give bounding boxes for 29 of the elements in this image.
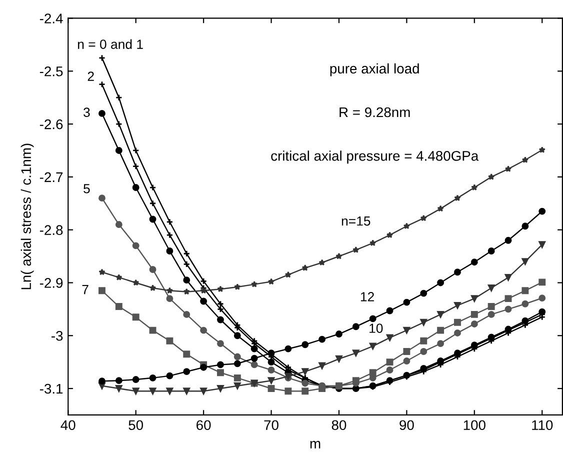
series-label: n = 0 and 1 [78,39,143,49]
x-tick-label: 80 [332,420,346,430]
x-tick-label: 50 [128,420,144,430]
x-axis-title: m [310,440,320,448]
series-label: n=15 [342,216,370,226]
annotation: R = 9.28nm [340,107,410,118]
series-label: 12 [360,292,374,302]
series-label: 2 [88,72,94,81]
x-tick-label: 100 [464,420,486,430]
series-label: 5 [84,184,90,194]
y-tick-label: -2.4 [40,14,63,24]
x-tick-label: 40 [60,420,76,430]
y-tick-label: -2.7 [40,172,63,182]
y-tick-label: -2.8 [40,225,63,235]
y-axis-title: Ln( axial stress / c.1nm) [20,144,34,290]
y-tick-label: -2.9 [40,278,63,288]
series-label: 3 [84,108,90,117]
x-tick-label: 110 [532,420,553,430]
x-tick-label: 60 [196,420,211,430]
x-tick-label: 70 [264,420,278,430]
x-tick-label: 90 [400,420,414,430]
annotation: critical axial pressure = 4.480GPa [271,150,479,164]
y-tick-label: -2.5 [40,66,63,76]
annotation: pure axial load [330,63,419,76]
y-tick-label: -3.1 [40,384,63,394]
series-label: 7 [82,284,88,294]
y-tick-label: -2.6 [40,119,63,130]
y-tick-label: -3 [52,330,63,341]
series-label: 10 [370,324,383,333]
